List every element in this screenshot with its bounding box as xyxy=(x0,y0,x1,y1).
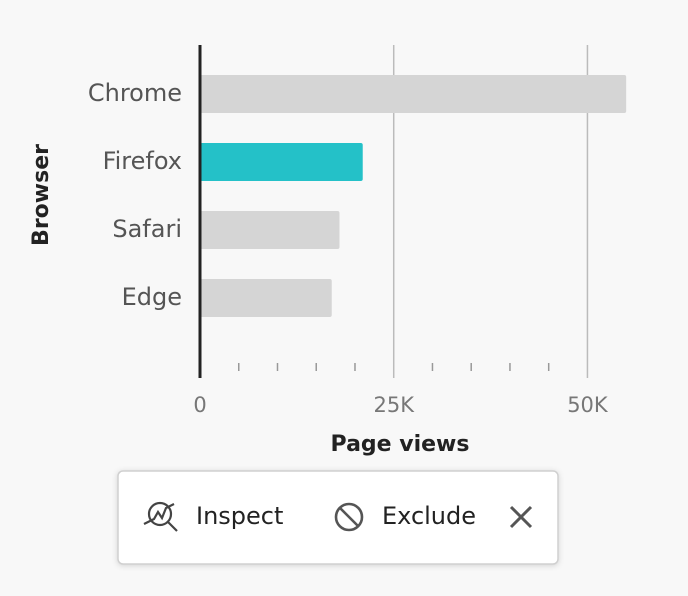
inspect-icon xyxy=(143,503,175,525)
bar xyxy=(200,279,332,317)
x-tick-label: 50K xyxy=(567,393,609,417)
inspect-icon xyxy=(147,501,173,527)
inspect-icon xyxy=(167,521,178,532)
inspect-button[interactable]: Inspect xyxy=(143,501,283,532)
y-tick-label: Safari xyxy=(112,215,182,243)
bar xyxy=(200,143,363,181)
exclude-icon xyxy=(339,507,359,527)
menu-box xyxy=(117,470,559,565)
bar xyxy=(200,75,627,113)
x-tick-label: 0 xyxy=(193,393,206,417)
exclude-icon xyxy=(334,502,364,532)
y-tick-label: Edge xyxy=(122,283,182,311)
menu: Inspect Exclude xyxy=(117,470,559,565)
y-tick-label: Chrome xyxy=(88,79,182,107)
x-tick-label: 25K xyxy=(373,393,415,417)
y-axis-label: Browser xyxy=(29,144,54,246)
close-icon xyxy=(509,505,533,529)
bar xyxy=(200,211,340,249)
y-tick-label: Firefox xyxy=(103,147,182,175)
menu-item[interactable]: Exclude xyxy=(382,502,476,530)
menu-item[interactable]: Inspect xyxy=(196,502,283,530)
exclude-button[interactable]: Exclude xyxy=(334,502,476,532)
x-axis-label: Page views xyxy=(331,432,470,457)
close-button[interactable] xyxy=(509,505,533,529)
